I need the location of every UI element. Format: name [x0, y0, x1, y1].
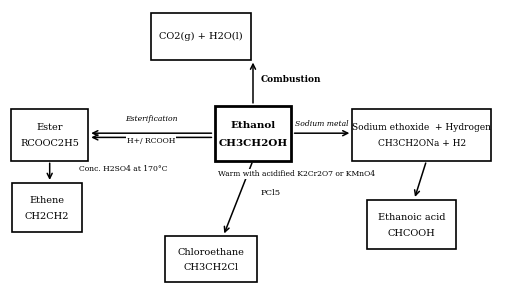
- Text: Ethanol: Ethanol: [230, 121, 275, 130]
- Text: Conc. H2SO4 at 170°C: Conc. H2SO4 at 170°C: [79, 165, 168, 173]
- Text: Sodium metal: Sodium metal: [294, 120, 347, 128]
- Text: CO2(g) + H2O(l): CO2(g) + H2O(l): [159, 32, 242, 41]
- Text: Chloroethane: Chloroethane: [177, 248, 244, 257]
- FancyBboxPatch shape: [165, 236, 256, 283]
- FancyBboxPatch shape: [214, 106, 291, 160]
- Text: Warm with acidified K2Cr2O7 or KMnO4: Warm with acidified K2Cr2O7 or KMnO4: [218, 170, 375, 178]
- Text: Ester: Ester: [36, 123, 63, 132]
- Text: CH2CH2: CH2CH2: [25, 212, 69, 221]
- Text: CH3CH2ONa + H2: CH3CH2ONa + H2: [377, 139, 465, 148]
- Text: CHCOOH: CHCOOH: [387, 229, 435, 238]
- Text: Ethanoic acid: Ethanoic acid: [377, 213, 444, 222]
- FancyBboxPatch shape: [351, 109, 490, 160]
- Text: Esterification: Esterification: [125, 115, 177, 123]
- Text: CH3CH2OH: CH3CH2OH: [218, 138, 287, 148]
- Text: CH3CH2Cl: CH3CH2Cl: [183, 263, 238, 272]
- FancyBboxPatch shape: [13, 183, 82, 232]
- Text: H+/ RCOOH: H+/ RCOOH: [127, 137, 175, 145]
- Text: Ethene: Ethene: [30, 196, 65, 205]
- Text: Sodium ethoxide  + Hydrogen: Sodium ethoxide + Hydrogen: [351, 123, 490, 132]
- FancyBboxPatch shape: [11, 109, 88, 160]
- Text: RCOOC2H5: RCOOC2H5: [20, 139, 79, 148]
- FancyBboxPatch shape: [366, 200, 456, 249]
- Text: PCl5: PCl5: [260, 189, 280, 197]
- FancyBboxPatch shape: [151, 13, 250, 59]
- Text: Combustion: Combustion: [260, 76, 320, 84]
